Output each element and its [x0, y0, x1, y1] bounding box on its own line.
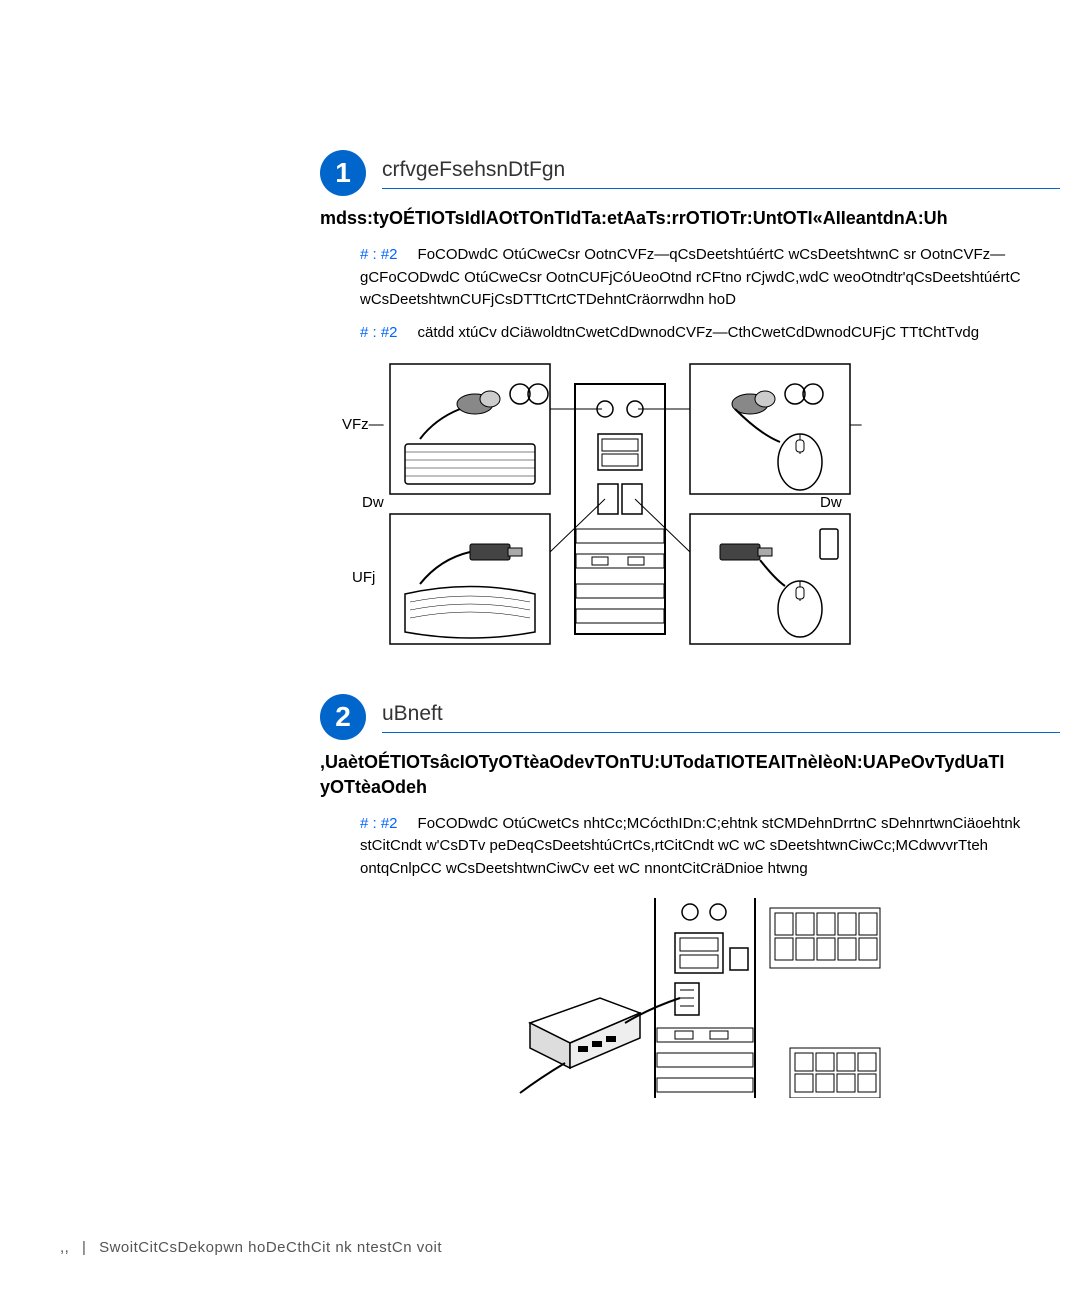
note-text: FoCODwdC OtúCwetCs nhtCc;MCócthIDn:C;eht… — [360, 815, 1020, 877]
step1-note-1: # : #2FoCODwdC OtúCweCsr OotnCVFz—qCsDee… — [360, 244, 1060, 312]
step2-title: uBneft — [382, 702, 1060, 733]
step1-title: crfvgeFsehsnDtFgn — [382, 158, 1060, 189]
note-label: # : #2 — [360, 324, 398, 341]
step2-note-1: # : #2FoCODwdC OtúCwetCs nhtCc;MCócthIDn… — [360, 813, 1060, 881]
footer-separator: | — [82, 1239, 86, 1256]
footer-text: SwoitCitCsDekopwn hoDeCthCit nk ntestCn … — [99, 1239, 442, 1256]
modem-diagram — [490, 898, 890, 1098]
step1-number-circle: 1 — [320, 150, 366, 196]
step2-header: 2 uBneft — [320, 694, 1060, 740]
keyboard-mouse-diagram — [380, 354, 860, 654]
step2-number-circle: 2 — [320, 694, 366, 740]
note-label: # : #2 — [360, 246, 398, 263]
page-footer: ,, | SwoitCitCsDekopwn hoDeCthCit nk nte… — [60, 1239, 442, 1256]
note-text: cätdd xtúCv dCiäwoldtnCwetCdDwnodCVFz—Ct… — [418, 324, 980, 341]
page-content: 1 crfvgeFsehsnDtFgn mdss:tyOÉTIOTsIdlAOt… — [320, 150, 1060, 1128]
diagram-label-left-1: VFz— — [342, 416, 384, 433]
step1-note-2: # : #2 cätdd xtúCv dCiäwoldtnCwetCdDwnodC… — [360, 322, 1060, 345]
page-number: ,, — [60, 1239, 69, 1256]
step1-header: 1 crfvgeFsehsnDtFgn — [320, 150, 1060, 196]
note-label: # : #2 — [360, 815, 398, 832]
note-text: FoCODwdC OtúCweCsr OotnCVFz—qCsDeetshtúé… — [360, 246, 1021, 308]
step2-subheading: ,UaètOÉTIOTsâcIOTyOTtèaOdevTOnTU:UTodaTI… — [320, 750, 1060, 799]
step1-diagram-wrap: VFz— Dw UFj VFz— Dw UFj — [320, 354, 1060, 654]
step1-subheading: mdss:tyOÉTIOTsIdlAOtTOnTIdTa:etAaTs:rrOT… — [320, 206, 1060, 230]
diagram-label-left-3: UFj — [352, 569, 375, 586]
step2-section: 2 uBneft ,UaètOÉTIOTsâcIOTyOTtèaOdevTOnT… — [320, 694, 1060, 1098]
